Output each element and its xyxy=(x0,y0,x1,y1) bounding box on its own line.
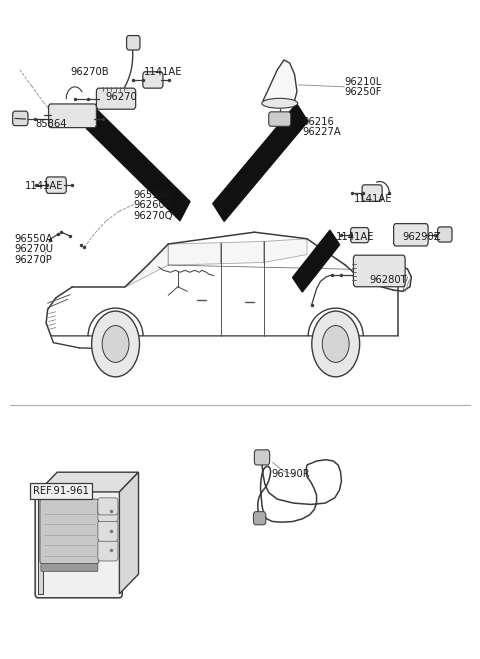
Text: 96550A: 96550A xyxy=(14,234,53,244)
FancyBboxPatch shape xyxy=(48,104,96,128)
Text: 96210L: 96210L xyxy=(344,76,382,86)
Text: 96227A: 96227A xyxy=(302,127,341,137)
FancyBboxPatch shape xyxy=(40,499,99,563)
Polygon shape xyxy=(126,244,168,287)
Text: 96260R: 96260R xyxy=(134,200,172,210)
Text: 96216: 96216 xyxy=(302,117,334,127)
Polygon shape xyxy=(263,60,297,101)
Polygon shape xyxy=(221,241,264,264)
Polygon shape xyxy=(38,473,139,492)
FancyBboxPatch shape xyxy=(253,511,266,525)
Text: 1141AE: 1141AE xyxy=(24,181,63,191)
Text: 1141AE: 1141AE xyxy=(336,232,374,242)
Polygon shape xyxy=(264,239,307,262)
Polygon shape xyxy=(38,492,43,594)
Text: 96270U: 96270U xyxy=(14,244,53,254)
Polygon shape xyxy=(213,103,308,221)
Text: 96190R: 96190R xyxy=(271,469,310,479)
Text: 96270P: 96270P xyxy=(14,255,52,265)
Text: 85864: 85864 xyxy=(36,119,67,129)
Ellipse shape xyxy=(262,98,298,108)
Text: 96270Q: 96270Q xyxy=(134,211,173,221)
FancyBboxPatch shape xyxy=(98,520,118,541)
FancyBboxPatch shape xyxy=(143,72,163,88)
Text: 96280T: 96280T xyxy=(369,275,407,285)
FancyBboxPatch shape xyxy=(362,185,382,201)
FancyBboxPatch shape xyxy=(41,563,98,571)
FancyBboxPatch shape xyxy=(353,255,405,287)
Text: REF.91-961: REF.91-961 xyxy=(33,486,89,496)
Text: 96270: 96270 xyxy=(105,92,137,101)
Polygon shape xyxy=(168,243,221,265)
Text: 96250F: 96250F xyxy=(344,87,382,97)
FancyBboxPatch shape xyxy=(394,223,428,246)
Text: 96290Z: 96290Z xyxy=(403,232,441,242)
FancyBboxPatch shape xyxy=(127,36,140,50)
Text: 96559A: 96559A xyxy=(134,190,172,200)
FancyBboxPatch shape xyxy=(98,540,118,561)
FancyBboxPatch shape xyxy=(12,111,28,126)
FancyBboxPatch shape xyxy=(96,88,136,109)
Text: 96270B: 96270B xyxy=(70,67,108,76)
Circle shape xyxy=(92,311,140,377)
FancyBboxPatch shape xyxy=(98,500,118,521)
FancyBboxPatch shape xyxy=(35,488,122,598)
Text: 1141AE: 1141AE xyxy=(354,194,393,204)
FancyBboxPatch shape xyxy=(46,177,66,193)
FancyBboxPatch shape xyxy=(350,227,369,243)
Polygon shape xyxy=(293,230,340,292)
Circle shape xyxy=(323,326,349,362)
FancyBboxPatch shape xyxy=(438,227,452,242)
Circle shape xyxy=(102,326,129,362)
FancyBboxPatch shape xyxy=(98,498,118,515)
FancyBboxPatch shape xyxy=(269,112,291,127)
Polygon shape xyxy=(120,473,139,594)
Circle shape xyxy=(312,311,360,377)
Text: 1141AE: 1141AE xyxy=(144,67,183,76)
Polygon shape xyxy=(86,109,190,221)
FancyBboxPatch shape xyxy=(254,450,270,465)
